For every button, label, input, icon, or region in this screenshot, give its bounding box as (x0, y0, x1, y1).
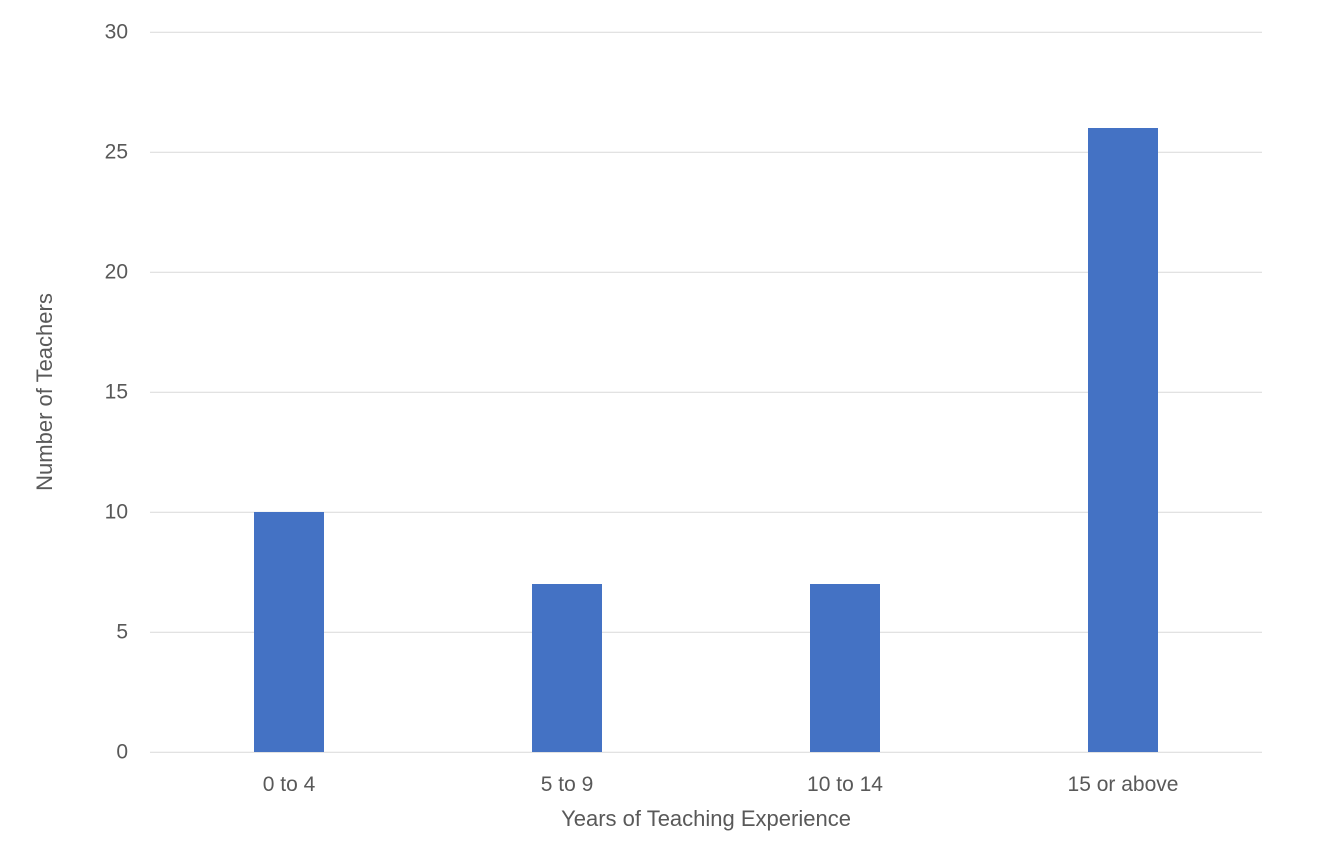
x-axis-title: Years of Teaching Experience (561, 806, 851, 831)
gridline-row: 30 (105, 22, 1262, 43)
bar (532, 584, 602, 752)
x-axis-labels: 0 to 4 5 to 9 10 to 14 15 or above (150, 752, 1262, 797)
y-tick-label: 30 (104, 20, 128, 44)
gridline-row: 25 (105, 142, 1262, 163)
x-category-label: 10 to 14 (807, 773, 883, 796)
y-tick-label: 10 (104, 500, 128, 524)
x-category-label: 5 to 9 (540, 773, 594, 796)
gridline-row: 10 (105, 502, 1262, 523)
y-tick-label: 20 (104, 260, 128, 284)
y-tick-label: 0 (116, 740, 128, 764)
y-tick-label: 5 (116, 620, 128, 644)
x-category-label: 0 to 4 (262, 773, 316, 796)
y-axis-title: Number of Teachers (32, 293, 57, 491)
y-tick-label: 15 (104, 380, 128, 404)
plot-area: 0 5 10 15 20 25 30 (105, 22, 1262, 763)
bar (1088, 128, 1158, 752)
bar (254, 512, 324, 752)
y-tick-label: 25 (104, 140, 128, 164)
gridline-row: 0 (116, 742, 1262, 763)
gridline-row: 5 (116, 622, 1262, 643)
x-category-label: 15 or above (1067, 773, 1179, 796)
gridline-row: 15 (105, 382, 1262, 403)
bar (810, 584, 880, 752)
gridline-row: 20 (105, 262, 1262, 283)
